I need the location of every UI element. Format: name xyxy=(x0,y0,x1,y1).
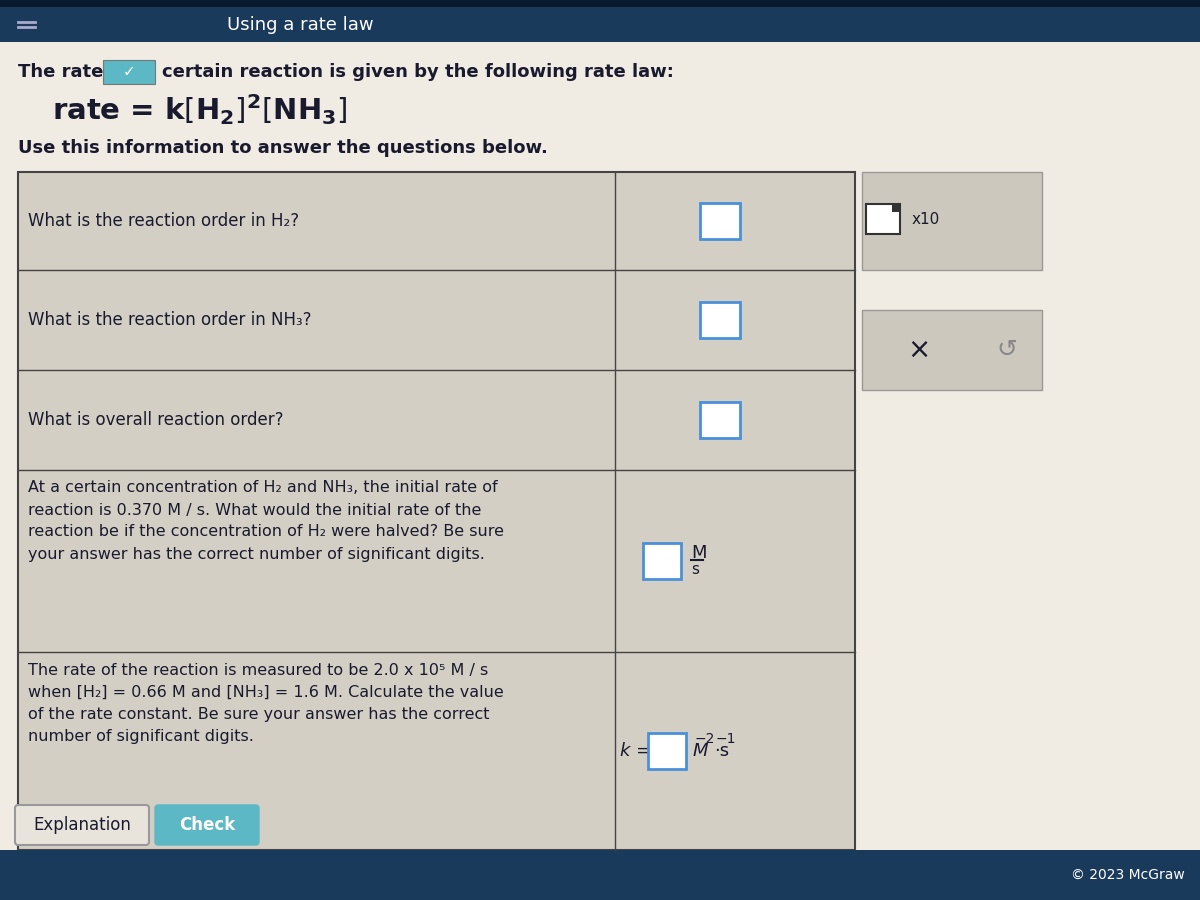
Bar xyxy=(892,204,900,212)
Text: The rate: The rate xyxy=(18,63,103,81)
Text: certain reaction is given by the following rate law:: certain reaction is given by the followi… xyxy=(162,63,674,81)
Text: Check: Check xyxy=(179,816,235,834)
Text: −1: −1 xyxy=(716,732,737,746)
Text: M: M xyxy=(691,544,707,562)
Text: rate = k$\mathbf{\left[H_2\right]^2\left[NH_3\right]}$: rate = k$\mathbf{\left[H_2\right]^2\left… xyxy=(52,93,348,128)
Text: ✓: ✓ xyxy=(122,65,136,79)
Text: What is overall reaction order?: What is overall reaction order? xyxy=(28,411,283,429)
Bar xyxy=(866,204,900,234)
Text: −2: −2 xyxy=(695,732,715,746)
Text: ↺: ↺ xyxy=(996,338,1018,362)
Text: Explanation: Explanation xyxy=(34,816,131,834)
Text: ×: × xyxy=(907,336,930,364)
Bar xyxy=(18,172,854,850)
Bar xyxy=(700,402,740,438)
Bar xyxy=(643,543,682,579)
Text: The rate of the reaction is measured to be 2.0 x 10⁵ M / s: The rate of the reaction is measured to … xyxy=(28,662,488,678)
Text: s: s xyxy=(691,562,698,578)
Text: What is the reaction order in NH₃?: What is the reaction order in NH₃? xyxy=(28,311,312,329)
Text: At a certain concentration of H₂ and NH₃, the initial rate of: At a certain concentration of H₂ and NH₃… xyxy=(28,481,498,496)
FancyBboxPatch shape xyxy=(14,805,149,845)
Text: M: M xyxy=(694,742,708,760)
Text: ·s: ·s xyxy=(714,742,730,760)
Bar xyxy=(700,302,740,338)
Text: when [H₂] = 0.66 M and [NH₃] = 1.6 M. Calculate the value: when [H₂] = 0.66 M and [NH₃] = 1.6 M. Ca… xyxy=(28,685,504,699)
Text: reaction is 0.370 M / s. What would the initial rate of the: reaction is 0.370 M / s. What would the … xyxy=(28,502,481,518)
Bar xyxy=(862,172,1042,270)
Bar xyxy=(0,0,1200,7)
Text: Using a rate law: Using a rate law xyxy=(227,16,373,34)
Text: © 2023 McGraw: © 2023 McGraw xyxy=(1072,868,1186,882)
Text: reaction be if the concentration of H₂ were halved? Be sure: reaction be if the concentration of H₂ w… xyxy=(28,525,504,539)
Text: your answer has the correct number of significant digits.: your answer has the correct number of si… xyxy=(28,546,485,562)
Text: What is the reaction order in H₂?: What is the reaction order in H₂? xyxy=(28,212,299,230)
Text: Use this information to answer the questions below.: Use this information to answer the quest… xyxy=(18,139,548,157)
Bar xyxy=(862,310,1042,390)
Text: number of significant digits.: number of significant digits. xyxy=(28,728,254,743)
Text: k =: k = xyxy=(620,742,652,760)
Bar xyxy=(103,60,155,84)
FancyBboxPatch shape xyxy=(155,805,259,845)
Bar xyxy=(700,203,740,239)
Bar xyxy=(648,733,686,769)
Text: of the rate constant. Be sure your answer has the correct: of the rate constant. Be sure your answe… xyxy=(28,706,490,722)
Text: x10: x10 xyxy=(912,212,941,227)
Bar xyxy=(0,850,1200,900)
Bar xyxy=(0,7,1200,42)
